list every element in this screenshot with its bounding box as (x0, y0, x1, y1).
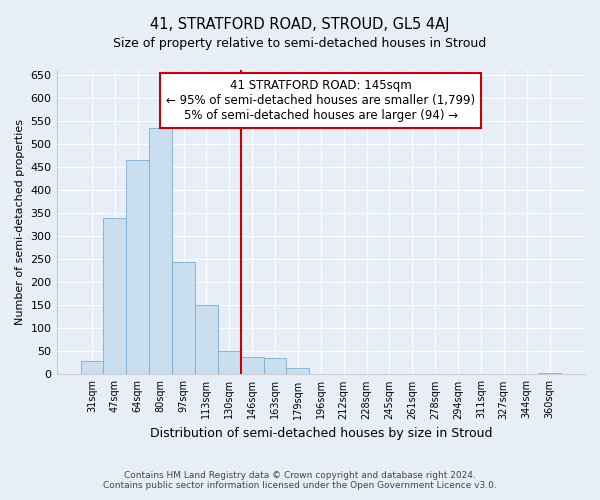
Bar (263, 358, 286, 374)
Text: Size of property relative to semi-detached houses in Stroud: Size of property relative to semi-detach… (113, 38, 487, 51)
Bar (172, 262, 195, 374)
X-axis label: Distribution of semi-detached houses by size in Stroud: Distribution of semi-detached houses by … (149, 427, 492, 440)
Bar (80, 360, 103, 374)
Text: 41, STRATFORD ROAD, STROUD, GL5 4AJ: 41, STRATFORD ROAD, STROUD, GL5 4AJ (150, 18, 450, 32)
Text: 41 STRATFORD ROAD: 145sqm
← 95% of semi-detached houses are smaller (1,799)
5% o: 41 STRATFORD ROAD: 145sqm ← 95% of semi-… (166, 79, 475, 122)
Bar (241, 357, 263, 374)
Bar (538, 372, 561, 374)
Bar (286, 368, 310, 374)
Bar (195, 305, 218, 374)
Text: Contains HM Land Registry data © Crown copyright and database right 2024.
Contai: Contains HM Land Registry data © Crown c… (103, 470, 497, 490)
Bar (127, 160, 149, 374)
Y-axis label: Number of semi-detached properties: Number of semi-detached properties (15, 119, 25, 325)
Bar (218, 352, 241, 374)
Bar (103, 218, 127, 374)
Bar (149, 128, 172, 374)
